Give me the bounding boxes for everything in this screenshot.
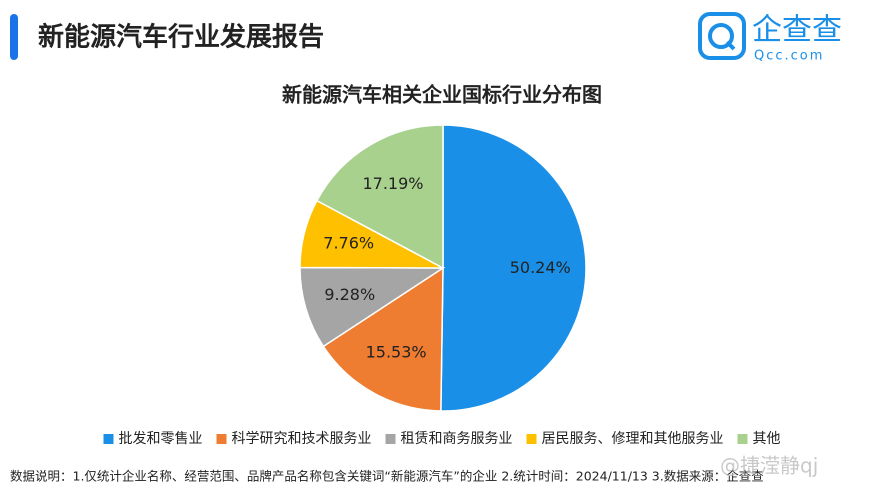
pie-slice [299,266,446,348]
legend-swatch [737,434,748,444]
title-bar [10,14,18,60]
chart-title: 新能源汽车相关企业国标行业分布图 [282,83,602,107]
legend-label: 其他 [753,431,781,447]
logo-text: 企查查 [752,13,842,48]
logo-icon-q [708,23,734,49]
legend-swatch [103,434,114,444]
legend-label: 科学研究和技术服务业 [232,431,372,447]
data-label: 17.19% [362,174,423,193]
pie-slice [440,124,587,412]
data-label: 15.53% [366,343,427,362]
legend-label: 批发和零售业 [119,431,203,447]
logo: 企查查 Qcc.com [698,12,842,64]
footnote: 数据说明：1.仅统计企业名称、经营范围、品牌产品名称包含关键词“新能源汽车”的企… [10,469,764,484]
legend-swatch [216,434,227,444]
pie-slice [315,124,444,270]
logo-domain: Qcc.com [754,49,824,64]
data-label: 9.28% [324,285,375,304]
report-title: 新能源汽车行业发展报告 [38,22,324,53]
legend-label: 居民服务、修理和其他服务业 [542,431,724,447]
data-label: 7.76% [323,234,374,253]
logo-icon [698,12,746,60]
legend-swatch [385,434,396,444]
data-label: 50.24% [510,258,571,277]
legend-swatch [526,434,537,444]
legend-label: 租赁和商务服务业 [401,431,513,447]
pie-slice [322,266,444,412]
logo-icon-tail [725,40,736,51]
legend: 批发和零售业 科学研究和技术服务业 租赁和商务服务业 居民服务、修理和其他服务业 其他 [103,431,781,447]
watermark: @捷滢静qj [720,454,818,478]
